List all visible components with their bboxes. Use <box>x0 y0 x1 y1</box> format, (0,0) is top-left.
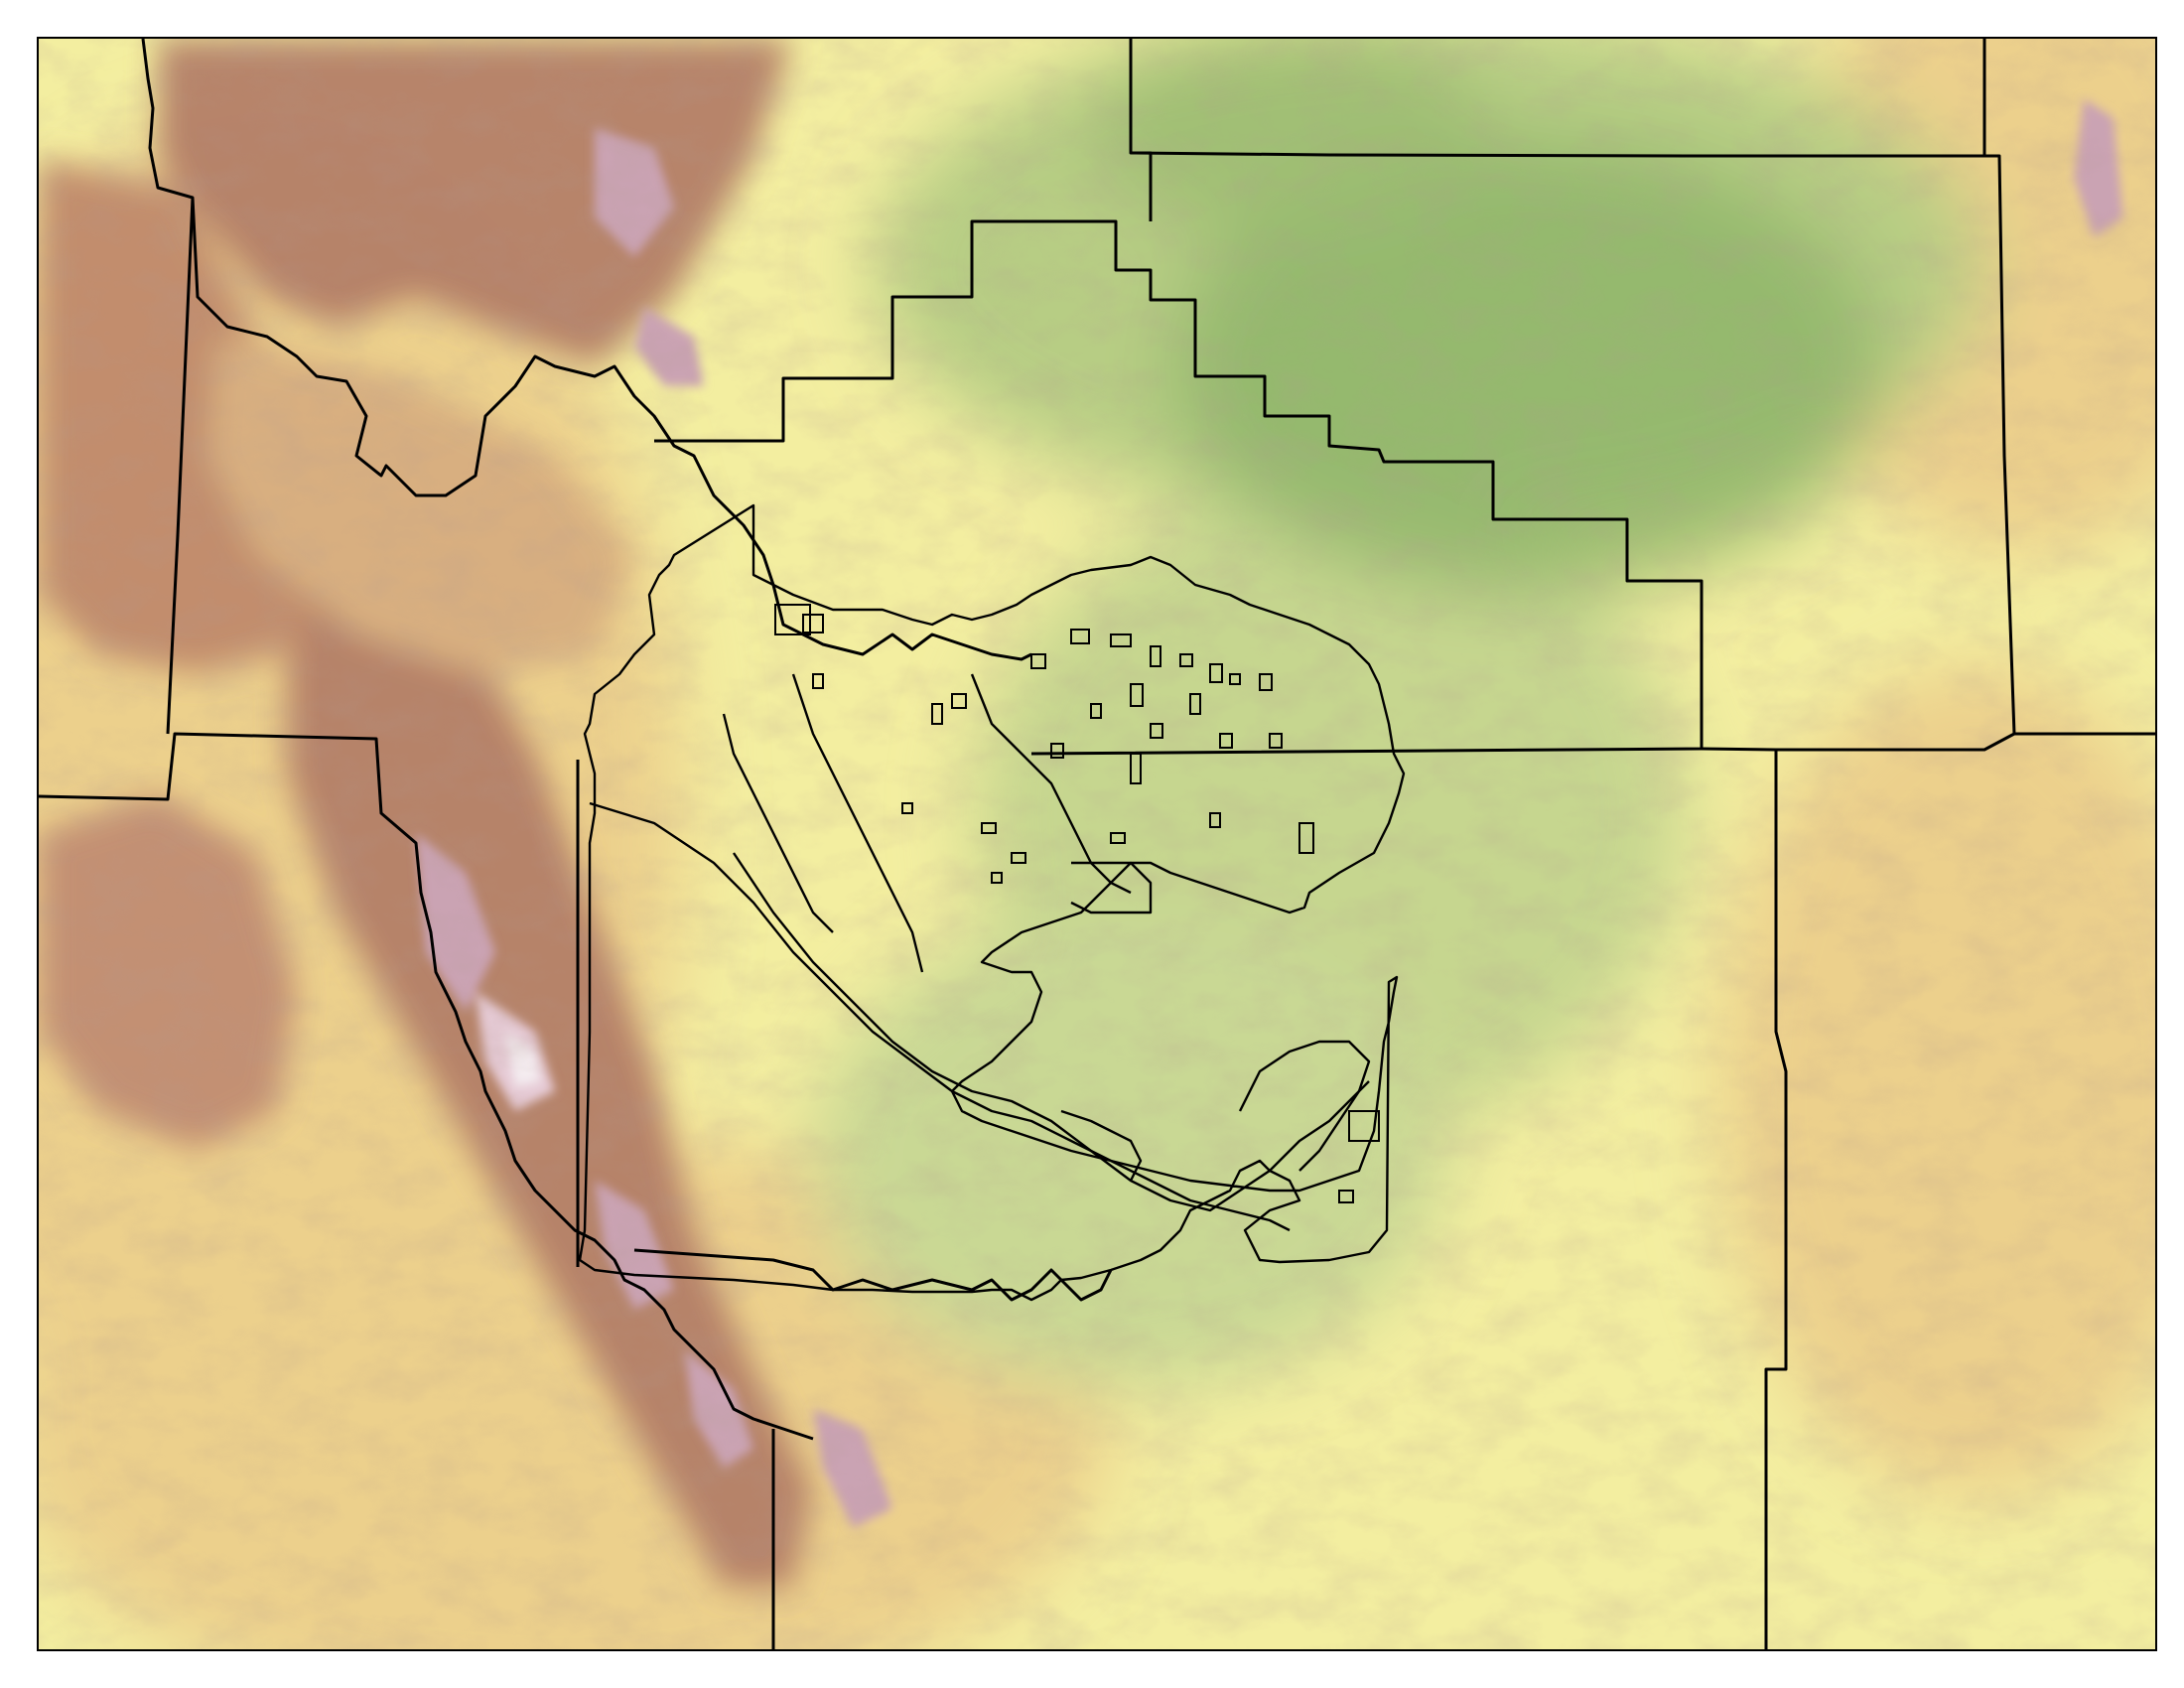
elevation-relief <box>39 39 2155 1649</box>
map-frame <box>37 37 2157 1651</box>
elevation-map <box>39 39 2155 1649</box>
